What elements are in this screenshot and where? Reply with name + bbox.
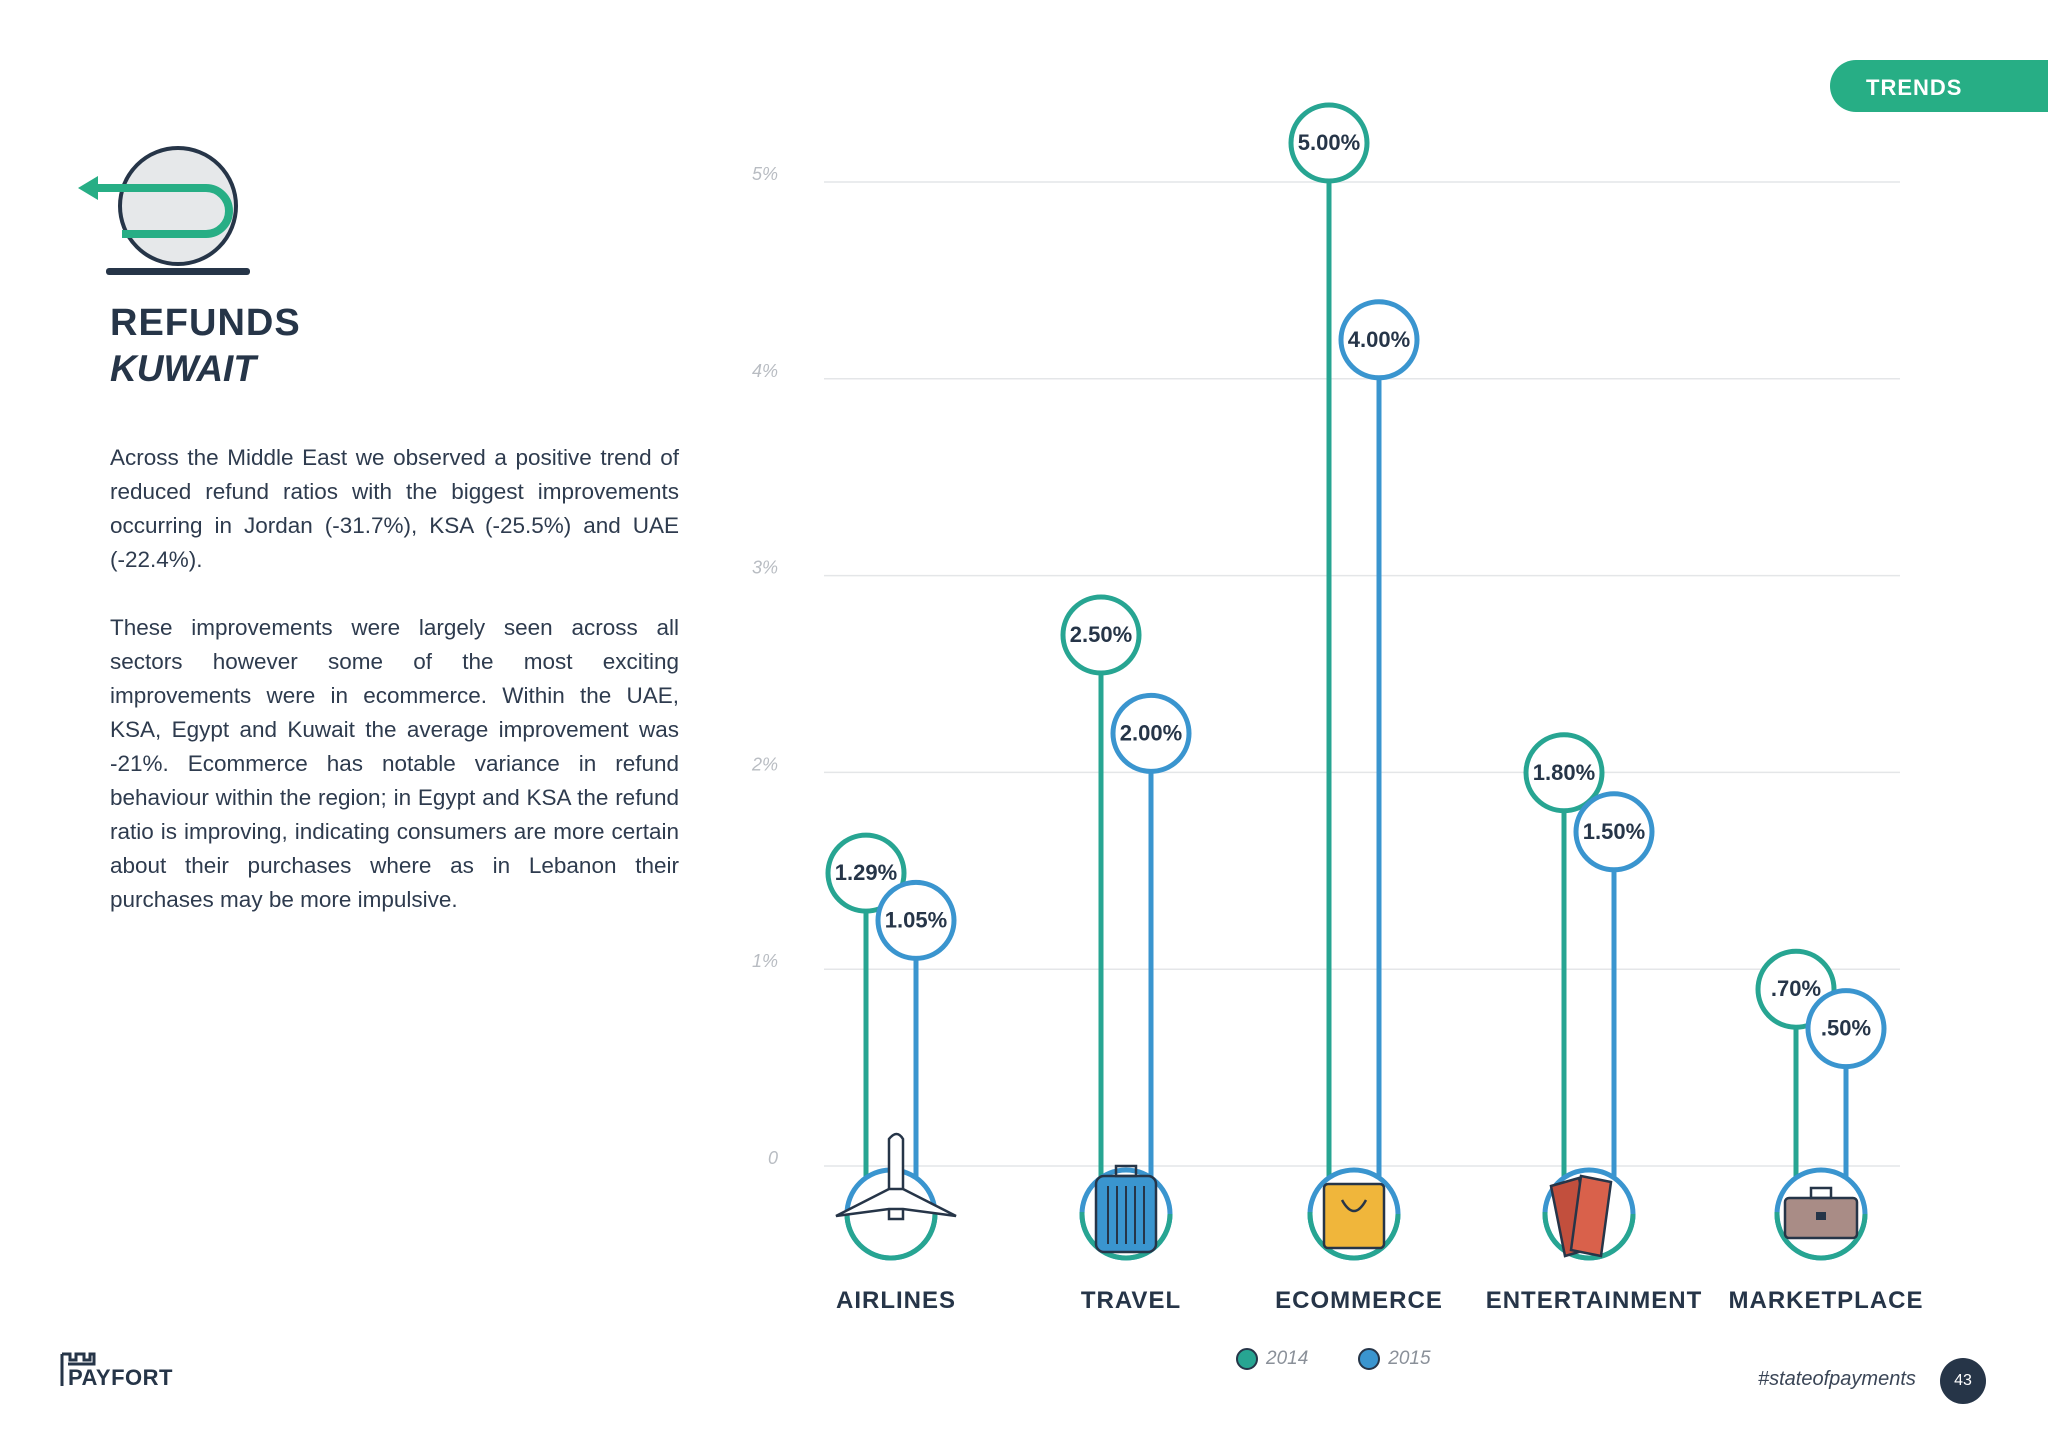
category-label: TRAVEL [1081,1287,1181,1314]
category-icon-ring-2014 [1774,1167,1868,1261]
shopping-bag-smile [1340,1199,1368,1213]
chart-legend: 2014 2015 [1236,1348,1431,1370]
y-tick-label: 5% [752,164,778,184]
legend-label-2015: 2015 [1388,1348,1431,1369]
airplane-wings [835,1187,957,1218]
legend-label-2014: 2014 [1266,1348,1309,1369]
section-tab-label: TRENDS [1866,75,1963,100]
data-label: 5.00% [1298,130,1360,155]
y-tick-label: 0 [768,1148,778,1168]
briefcase-handle [1809,1186,1833,1200]
data-label-bubble [1288,102,1370,184]
data-label-bubble [1573,791,1655,873]
y-tick-label: 2% [751,754,778,774]
data-label: 2.00% [1120,720,1182,745]
page-number: 43 [1940,1358,1986,1404]
data-label: 1.29% [835,860,897,885]
refund-return-icon [78,146,250,275]
legend-swatch-2015 [1358,1348,1381,1370]
data-label: 1.80% [1533,760,1595,785]
y-tick-label: 1% [752,951,778,971]
page-title: REFUNDS [110,302,301,344]
body-paragraph-2: These improvements were largely seen acr… [110,615,679,912]
category-icon-ring-2014 [1079,1167,1173,1261]
category-label: ECOMMERCE [1275,1287,1443,1314]
data-label-bubble [1338,299,1420,381]
category-icon-ring-2014 [1542,1167,1636,1261]
data-label-bubble [1060,594,1142,676]
category-label: AIRLINES [836,1287,956,1314]
briefcase-lock [1816,1212,1826,1220]
data-label: 1.05% [885,907,947,932]
payfort-logo-icon [60,1352,96,1386]
hashtag: #stateofpayments [1758,1368,1916,1390]
legend-item-2015: 2015 [1358,1348,1431,1370]
suitcase-handle [1114,1164,1138,1178]
shopping-bag-icon [1322,1182,1386,1250]
body-paragraph-1: Across the Middle East we observed a pos… [110,445,679,572]
ticket-right [1569,1174,1613,1258]
legend-item-2014: 2014 [1236,1348,1308,1370]
data-label: 4.00% [1348,327,1410,352]
section-tab-trends: TRENDS [1830,60,2048,112]
brand-name: PAYFORT [68,1365,173,1390]
data-label-bubble [1523,732,1605,814]
data-label: .70% [1771,976,1821,1001]
y-tick-label: 3% [752,558,778,578]
data-label-bubble [1805,988,1887,1070]
data-label: 2.50% [1070,622,1132,647]
y-tick-label: 4% [752,361,778,381]
category-icon-ring-2014 [1307,1167,1401,1261]
legend-swatch-2014 [1236,1348,1258,1370]
category-label: MARKETPLACE [1729,1287,1924,1314]
data-label: 1.50% [1583,819,1645,844]
data-label-bubble [875,879,957,961]
data-label-bubble [1110,692,1192,774]
data-label-bubble [825,832,907,914]
page-subtitle: KUWAIT [110,348,256,389]
category-label: ENTERTAINMENT [1486,1287,1703,1314]
data-label: .50% [1821,1016,1871,1041]
